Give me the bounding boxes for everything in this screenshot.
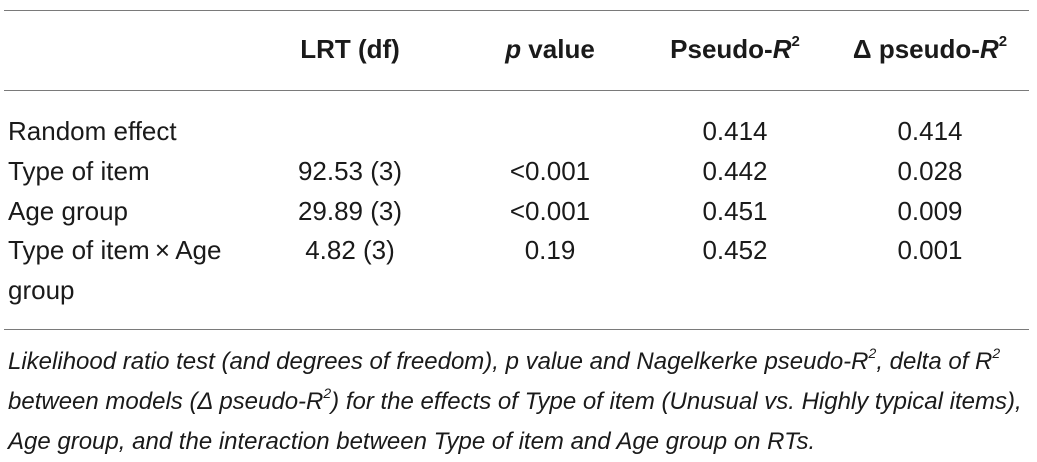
cell-delta: 0.001 xyxy=(897,235,963,265)
cell-delta: 0.009 xyxy=(897,196,963,226)
cell-delta: 0.414 xyxy=(897,116,963,146)
header-p-rest: value xyxy=(521,34,595,64)
header-delta-sup: 2 xyxy=(998,33,1008,51)
note-part2: , delta of R xyxy=(876,348,993,375)
cell-pseudo: 0.452 xyxy=(702,235,768,265)
note-sup3: 2 xyxy=(323,385,332,401)
cell-lrt: 92.53 (3) xyxy=(297,156,403,186)
row-label-continued: group xyxy=(8,275,75,305)
cell-pseudo: 0.414 xyxy=(702,116,768,146)
note-part4: ) for the effects of Type of item (Unusu… xyxy=(8,388,1022,455)
header-pseudo-r: R xyxy=(772,34,792,64)
cell-lrt: 4.82 (3) xyxy=(305,235,395,265)
header-p-italic: p xyxy=(505,34,522,64)
note-sup1: 2 xyxy=(868,345,877,361)
row-label: Random effect xyxy=(8,116,177,146)
header-delta-pre: Δ pseudo- xyxy=(852,34,980,64)
header-pseudo-pre: Pseudo- xyxy=(670,34,773,64)
header-p-value: p value xyxy=(440,32,660,66)
top-rule xyxy=(4,10,1029,11)
header-lrt-text: LRT (df) xyxy=(300,34,400,64)
row-label: Type of item × Age xyxy=(8,235,222,265)
table-footnote: Likelihood ratio test (and degrees of fr… xyxy=(8,342,1030,462)
cell-pseudo: 0.442 xyxy=(702,156,768,186)
cell-pseudo: 0.451 xyxy=(702,196,768,226)
cell-delta: 0.028 xyxy=(897,156,963,186)
cell-p: <0.001 xyxy=(509,196,591,226)
cell-lrt: 29.89 (3) xyxy=(297,196,403,226)
note-part3: between models (Δ pseudo-R xyxy=(8,388,324,415)
row-label: Type of item xyxy=(8,156,150,186)
cell-p: <0.001 xyxy=(509,156,591,186)
header-delta-pseudo-r2: Δ pseudo-R2 xyxy=(820,32,1037,66)
cell-p: 0.19 xyxy=(524,235,576,265)
header-delta-r: R xyxy=(979,34,999,64)
note-part1: Likelihood ratio test (and degrees of fr… xyxy=(8,348,869,375)
row-label: Age group xyxy=(8,196,128,226)
note-sup2: 2 xyxy=(992,345,1001,361)
header-lrt: LRT (df) xyxy=(230,32,470,66)
header-pseudo-r2: Pseudo-R2 xyxy=(625,32,845,66)
header-rule xyxy=(4,90,1029,91)
header-pseudo-sup: 2 xyxy=(791,33,800,51)
bottom-rule xyxy=(4,329,1029,330)
